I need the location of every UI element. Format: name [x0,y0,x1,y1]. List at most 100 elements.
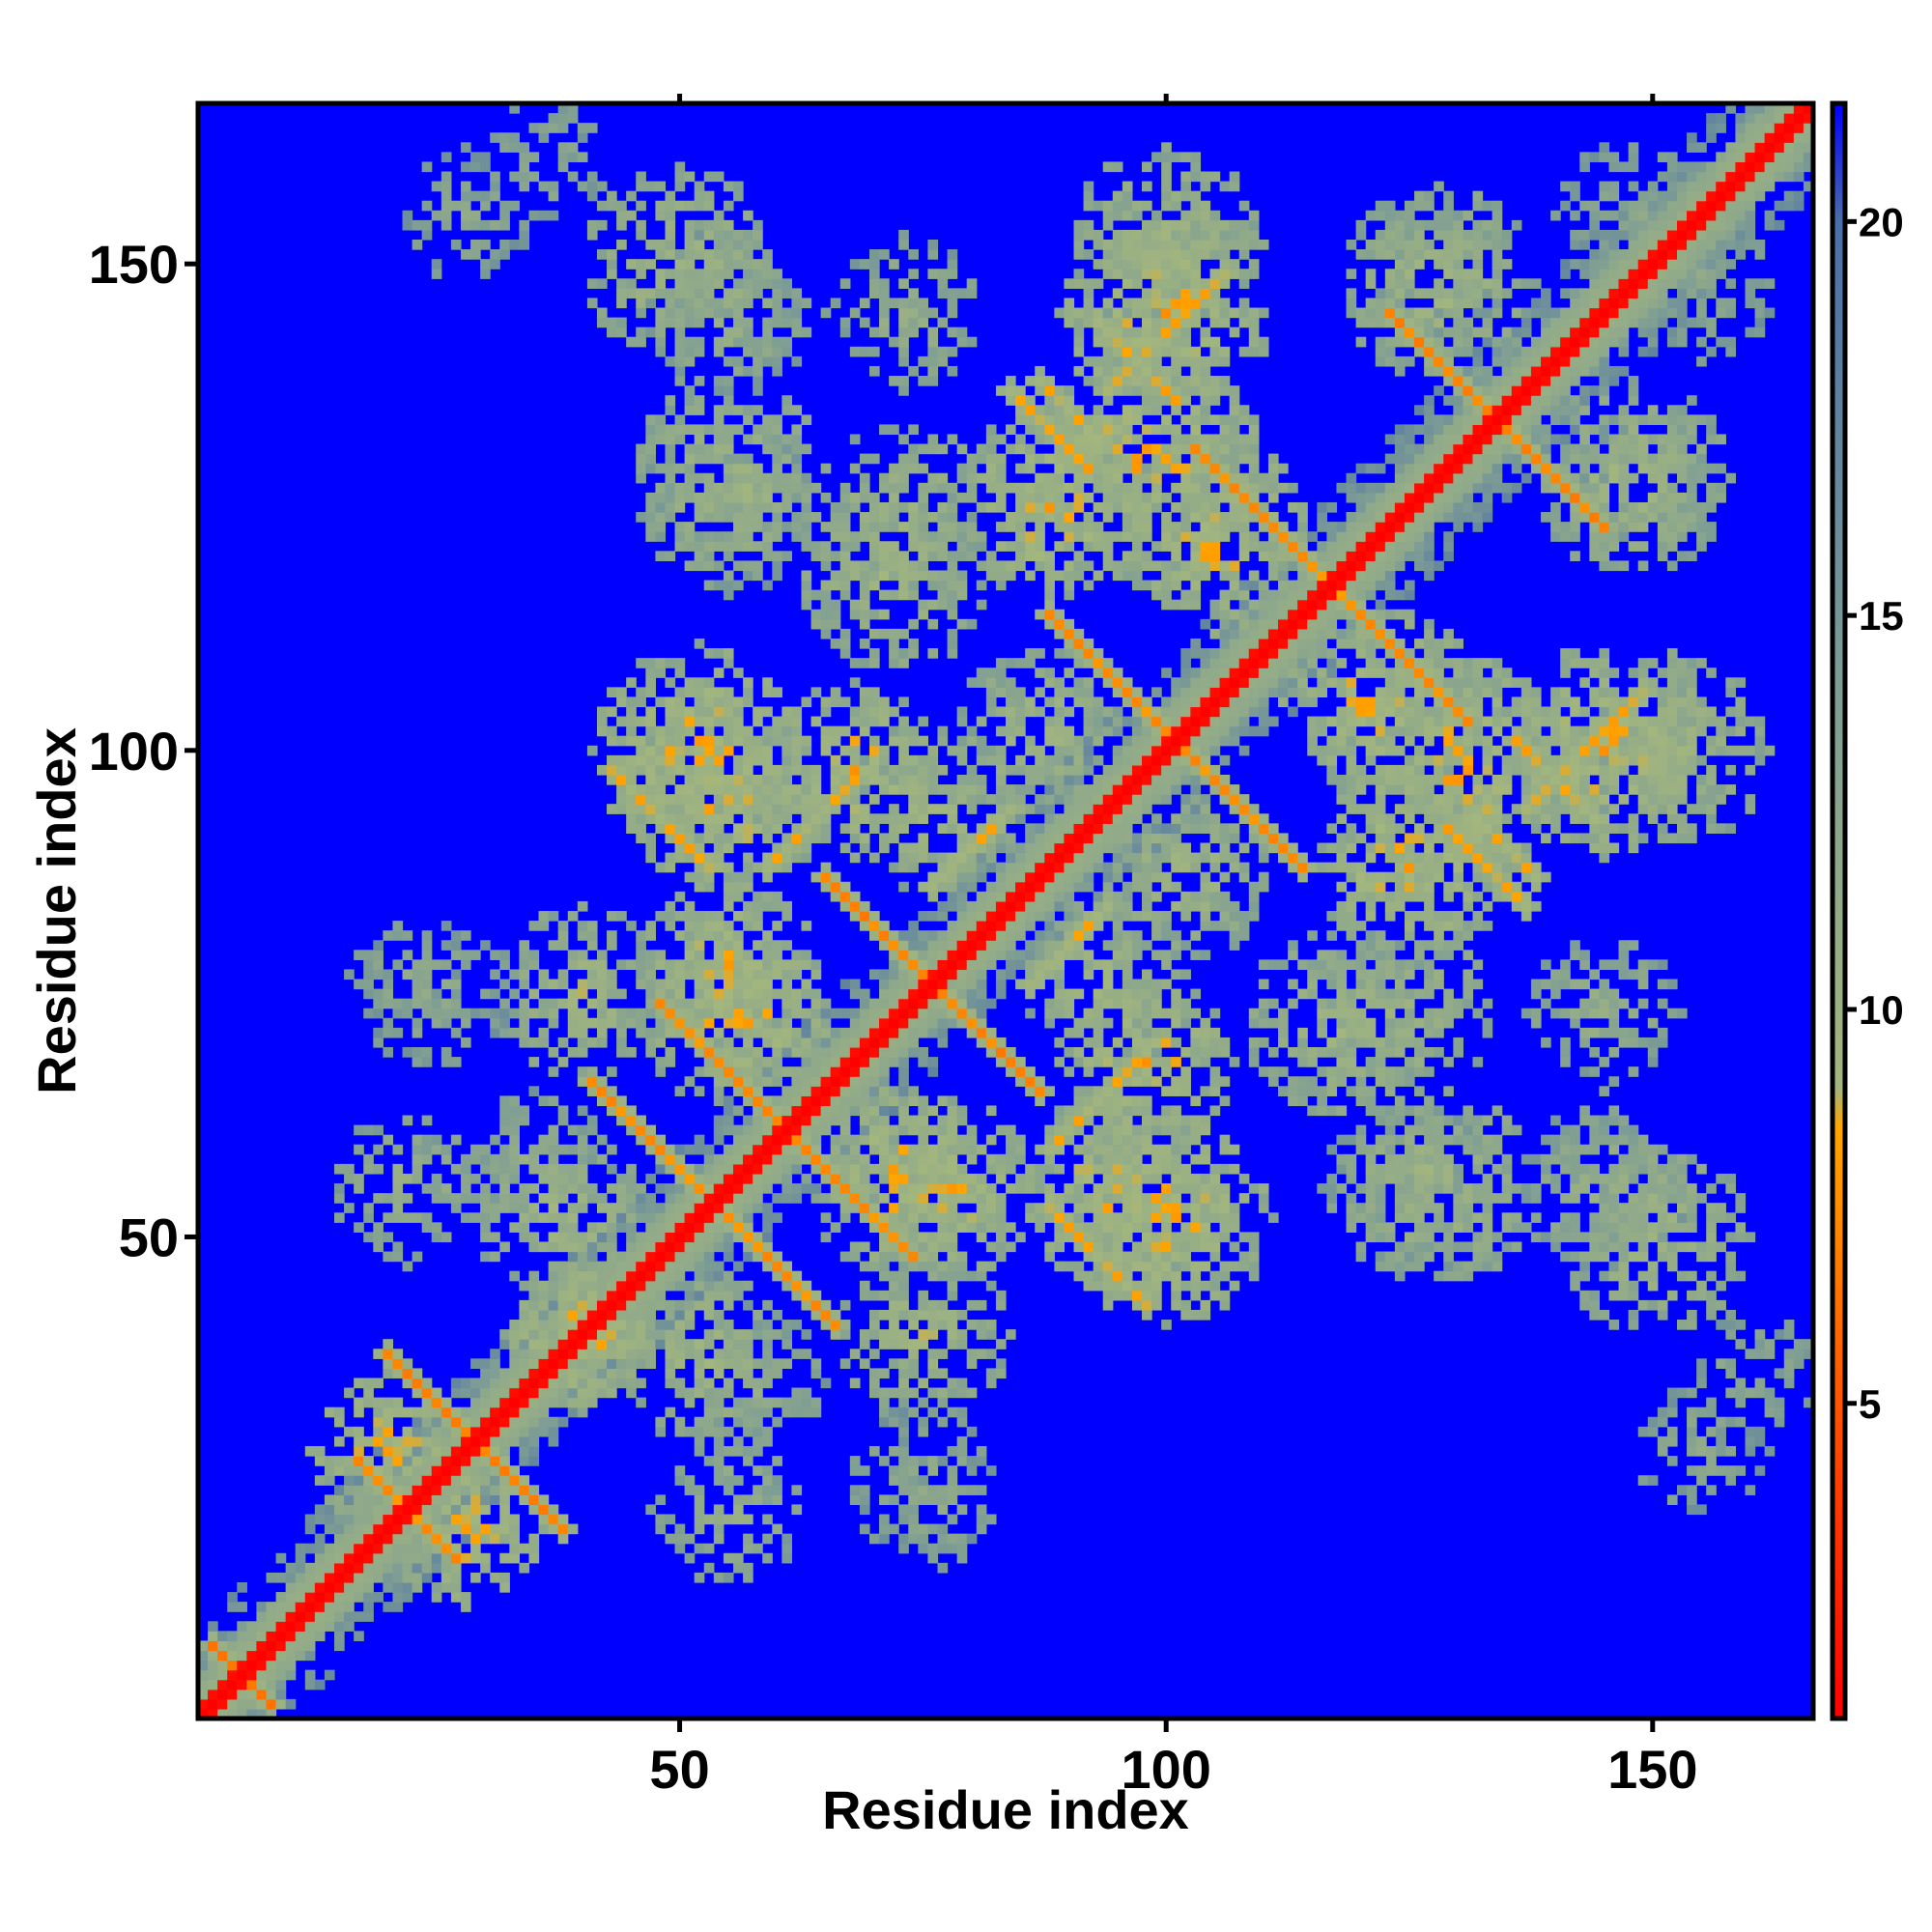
heatmap-cell [636,735,646,747]
heatmap-cell [723,541,734,552]
heatmap-cell [753,434,763,445]
heatmap-cell [490,1456,500,1466]
heatmap-cell [781,813,793,824]
heatmap-cell [548,1193,559,1204]
heatmap-cell [373,1514,384,1525]
heatmap-cell [966,336,978,348]
heatmap-cell [596,1329,608,1340]
heatmap-cell [849,434,861,445]
heatmap-cell [956,1416,968,1428]
heatmap-cell [810,1406,822,1418]
heatmap-cell [985,424,997,436]
heatmap-cell [1025,463,1036,474]
heatmap-cell [431,1193,442,1204]
heatmap-cell [908,1144,919,1155]
heatmap-cell [694,881,705,893]
heatmap-cell [976,862,987,873]
heatmap-cell [723,1251,734,1263]
heatmap-cell [567,1017,579,1029]
heatmap-cell [723,696,734,708]
heatmap-cell [383,1485,394,1495]
heatmap-cell [412,1572,423,1583]
heatmap-cell [908,1232,919,1243]
heatmap-cell [985,862,997,873]
heatmap-cell [820,551,832,561]
heatmap-cell [528,1445,540,1457]
heatmap-cell [772,1037,782,1048]
heatmap-cell [743,1456,753,1466]
heatmap-cell [596,998,608,1009]
heatmap-cell [947,609,958,620]
heatmap-cell [383,1514,394,1525]
heatmap-cell [616,1105,627,1117]
heatmap-cell [839,1299,851,1311]
heatmap-cell [684,1320,696,1330]
heatmap-cell [655,288,667,299]
heatmap-cell [275,1592,287,1603]
heatmap-cell [694,1163,705,1175]
heatmap-cell [743,512,753,523]
heatmap-cell [636,1299,646,1311]
heatmap-cell [820,1193,832,1204]
heatmap-cell [772,414,782,425]
heatmap-cell [470,1153,481,1165]
heatmap-cell [762,1066,773,1077]
heatmap-cell [1035,531,1045,542]
heatmap-cell [732,229,744,241]
heatmap-cell [732,774,744,785]
heatmap-cell [732,531,744,542]
heatmap-cell [1006,959,1016,971]
heatmap-cell [684,716,696,727]
heatmap-cell [927,1057,939,1067]
heatmap-cell [440,190,452,202]
heatmap-cell [324,1552,335,1564]
heatmap-cell [548,1523,559,1535]
heatmap-cell [285,1650,297,1662]
heatmap-cell [849,346,861,357]
heatmap-cell [1073,794,1085,805]
heatmap-cell [743,259,753,270]
heatmap-cell [791,1153,803,1165]
heatmap-cell [781,725,793,737]
heatmap-cell [655,950,667,960]
heatmap-cell [947,1387,958,1399]
heatmap-cell [937,1173,949,1184]
heatmap-cell [927,240,939,250]
heatmap-cell [674,531,686,542]
heatmap-cell [694,1212,705,1223]
heatmap-cell [373,1572,384,1583]
heatmap-cell [781,1533,793,1545]
heatmap-cell [674,1086,686,1096]
heatmap-cell [898,784,909,795]
heatmap-cell [937,1504,949,1516]
heatmap-cell [791,1124,803,1136]
heatmap-cell [723,969,734,980]
heatmap-cell [723,1037,734,1048]
heatmap-cell [908,1309,919,1321]
heatmap-cell [1064,833,1075,844]
heatmap-cell [1083,492,1094,503]
heatmap-cell [596,307,608,319]
heatmap-cell [879,249,890,260]
heatmap-cell [519,1378,530,1389]
heatmap-cell [703,541,715,552]
heatmap-cell [879,842,890,854]
heatmap-cell [616,1358,627,1369]
heatmap-cell [956,745,968,756]
heatmap-cell [519,1562,530,1574]
heatmap-cell [421,200,433,212]
heatmap-cell [577,1037,588,1048]
heatmap-cell [859,696,870,708]
heatmap-cell [781,1008,793,1019]
heatmap-cell [470,1212,481,1223]
heatmap-cell [1093,1163,1104,1175]
heatmap-cell [440,1445,452,1457]
heatmap-cell [509,1144,520,1155]
heatmap-cell [1073,881,1085,893]
heatmap-cell [703,979,715,990]
heatmap-cell [703,1008,715,1019]
heatmap-cell [645,677,656,688]
heatmap-cell [557,1378,569,1389]
heatmap-cell [665,735,676,747]
heatmap-cell [918,852,929,864]
